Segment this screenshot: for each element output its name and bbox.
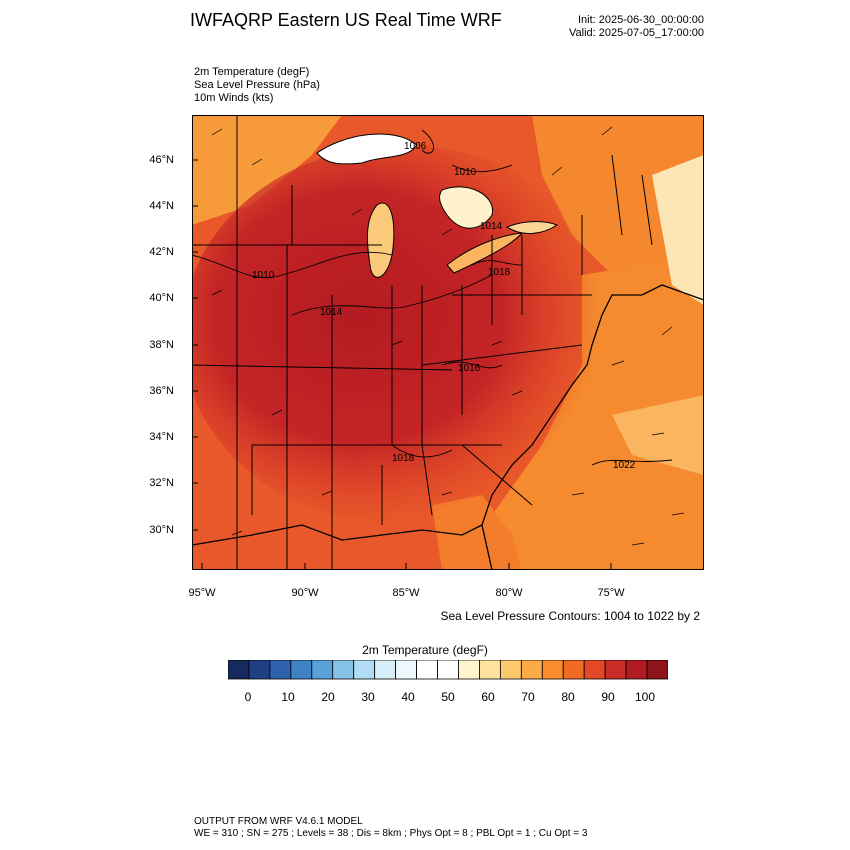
lat-label: 44°N (149, 200, 174, 212)
colorbar-swatch (520, 660, 543, 680)
colorbar-swatch (499, 660, 522, 680)
colorbar-swatch (332, 660, 355, 680)
lake-ontario (505, 221, 559, 234)
run-times: Init: 2025-06-30_00:00:00 Valid: 2025-07… (569, 14, 704, 40)
field-pressure: Sea Level Pressure (hPa) (194, 79, 320, 91)
map-frame (192, 115, 704, 570)
colorbar-tick: 70 (521, 690, 535, 704)
colorbar-tick: 50 (441, 690, 455, 704)
lat-label: 46°N (149, 154, 174, 166)
colorbar-swatch (583, 660, 606, 680)
cool-coast-maine (652, 155, 703, 305)
state-borders (192, 115, 653, 569)
contour-note: Sea Level Pressure Contours: 1004 to 102… (440, 609, 701, 623)
colorbar-title: 2m Temperature (degF) (362, 643, 488, 657)
colorbar-tick: 30 (361, 690, 375, 704)
field-temperature: 2m Temperature (degF) (194, 66, 310, 78)
colorbar-swatch (625, 660, 648, 680)
map-title: IWFAQRP Eastern US Real Time WRF (190, 10, 502, 30)
init-time: Init: 2025-06-30_00:00:00 (578, 14, 704, 26)
heat-core (192, 145, 622, 525)
lon-label: 95°W (188, 587, 216, 599)
lon-label: 90°W (291, 587, 319, 599)
colorbar-tick: 90 (601, 690, 615, 704)
colorbar-swatch (269, 660, 292, 680)
cooler-northwest (192, 115, 342, 225)
axis-ticks (192, 159, 612, 569)
lat-label: 36°N (149, 385, 174, 397)
contour-label-layer: 1006 1010 1014 1018 1010 1014 1016 1018 … (252, 141, 636, 471)
pressure-contours (192, 129, 673, 466)
colorbar-tick: 0 (244, 690, 252, 704)
colorbar-tick: 100 (634, 690, 656, 704)
colorbar-tick: 40 (401, 690, 415, 704)
colorbar-tick: 20 (321, 690, 335, 704)
contour-label: 1014 (480, 221, 503, 232)
contour-label: 1010 (252, 270, 275, 281)
ocean-cool-band (612, 395, 703, 475)
colorbar-swatch (437, 660, 459, 680)
colorbar-swatch (374, 660, 397, 680)
colorbar-tick: 80 (561, 690, 575, 704)
lat-label: 34°N (149, 431, 174, 443)
colorbar-swatch (248, 660, 271, 680)
colorbar-swatch (562, 660, 585, 680)
lon-label: 75°W (597, 587, 625, 599)
lat-label: 32°N (149, 477, 174, 489)
colorbar-swatch (353, 660, 376, 680)
contour-label: 1016 (458, 363, 481, 374)
colorbar-swatch (458, 660, 480, 680)
colorbar (228, 660, 668, 680)
contour-label: 1014 (320, 307, 343, 318)
footer-config: WE = 310 ; SN = 275 ; Levels = 38 ; Dis … (194, 828, 588, 839)
valid-time: Valid: 2025-07-05_17:00:00 (569, 27, 704, 39)
lat-label: 30°N (149, 524, 174, 536)
lon-label: 85°W (392, 587, 420, 599)
contour-label: 1006 (404, 141, 427, 152)
lake-superior (316, 133, 418, 165)
footer-model: OUTPUT FROM WRF V4.6.1 MODEL (194, 816, 363, 827)
atlantic-coastline (481, 284, 703, 569)
lat-label: 42°N (149, 246, 174, 258)
colorbar-swatch (395, 660, 417, 680)
lon-label: 80°W (495, 587, 523, 599)
lake-huron (439, 186, 493, 229)
model-footer: OUTPUT FROM WRF V4.6.1 MODEL WE = 310 ; … (194, 816, 587, 840)
colorbar-tick: 60 (481, 690, 495, 704)
field-list: 2m Temperature (degF) Sea Level Pressure… (194, 66, 320, 105)
field-winds: 10m Winds (kts) (194, 92, 274, 104)
colorbar-swatch (311, 660, 334, 680)
lat-label: 38°N (149, 339, 174, 351)
colorbar-swatch (479, 660, 501, 680)
colorbar-swatch (228, 660, 250, 680)
contour-label: 1018 (488, 267, 511, 278)
contour-label: 1010 (454, 167, 477, 178)
gulf-coastline (192, 524, 483, 546)
colorbar-tick: 10 (281, 690, 295, 704)
weather-map: 1006 1010 1014 1018 1010 1014 1016 1018 … (192, 115, 704, 570)
lake-michigan (366, 202, 395, 278)
contour-label: 1018 (392, 453, 415, 464)
contour-label: 1022 (613, 460, 636, 471)
wind-barbs (211, 126, 685, 546)
colorbar-swatch (541, 660, 564, 680)
lat-label: 40°N (149, 292, 174, 304)
colorbar-swatch (604, 660, 627, 680)
colorbar-swatch (416, 660, 438, 680)
colorbar-swatch (646, 660, 668, 680)
colorbar-swatch (290, 660, 313, 680)
